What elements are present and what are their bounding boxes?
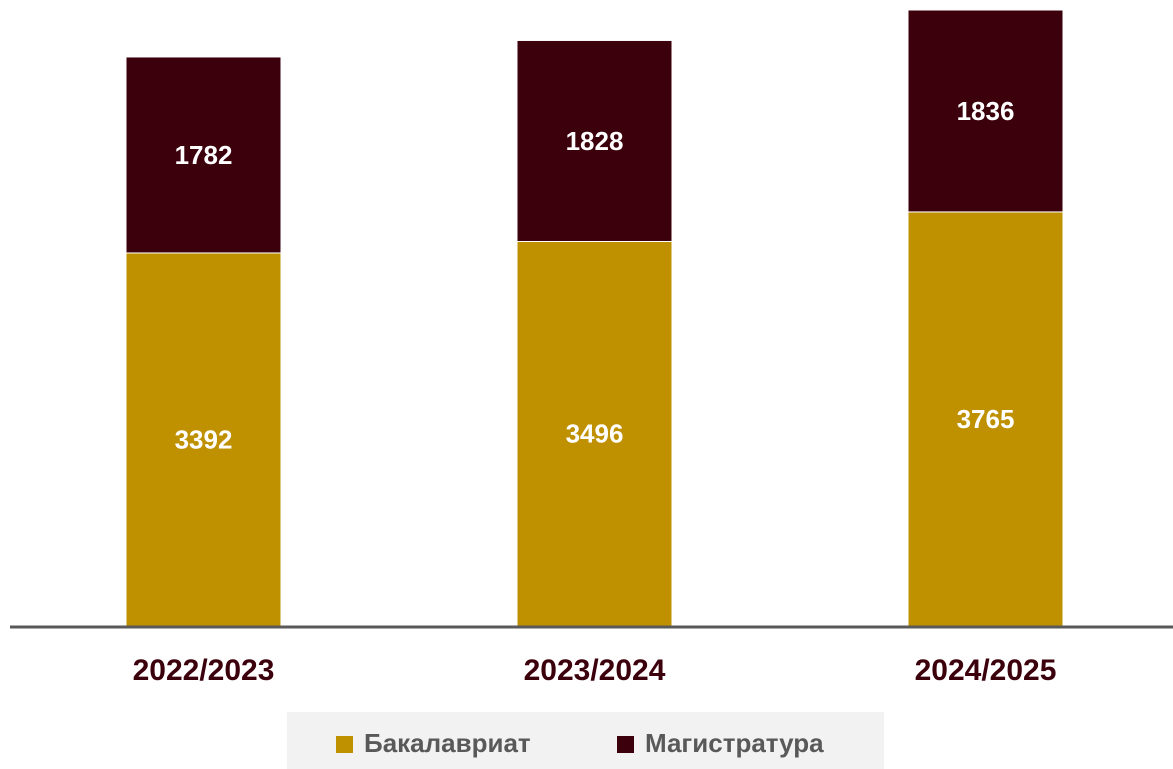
data-label: 1782: [175, 140, 233, 170]
x-tick-label: 2024/2025: [915, 654, 1057, 687]
legend-swatch: [617, 736, 634, 753]
data-label: 1836: [957, 96, 1015, 126]
legend-swatch: [336, 736, 353, 753]
legend-label: Магистратура: [645, 728, 824, 758]
bar-segment: [907, 9, 1064, 213]
data-label: 1828: [566, 126, 624, 156]
data-label: 3392: [175, 424, 233, 454]
bar-segment: [125, 252, 282, 627]
data-label: 3496: [566, 419, 624, 449]
x-tick-label: 2022/2023: [133, 654, 275, 687]
legend-background: [287, 712, 884, 769]
legend-label: Бакалавриат: [364, 728, 531, 758]
bar-segment: [516, 241, 673, 627]
data-label: 3765: [957, 404, 1015, 434]
bar-segment: [516, 39, 673, 243]
bar-segment: [125, 56, 282, 254]
x-tick-label: 2023/2024: [524, 654, 666, 687]
